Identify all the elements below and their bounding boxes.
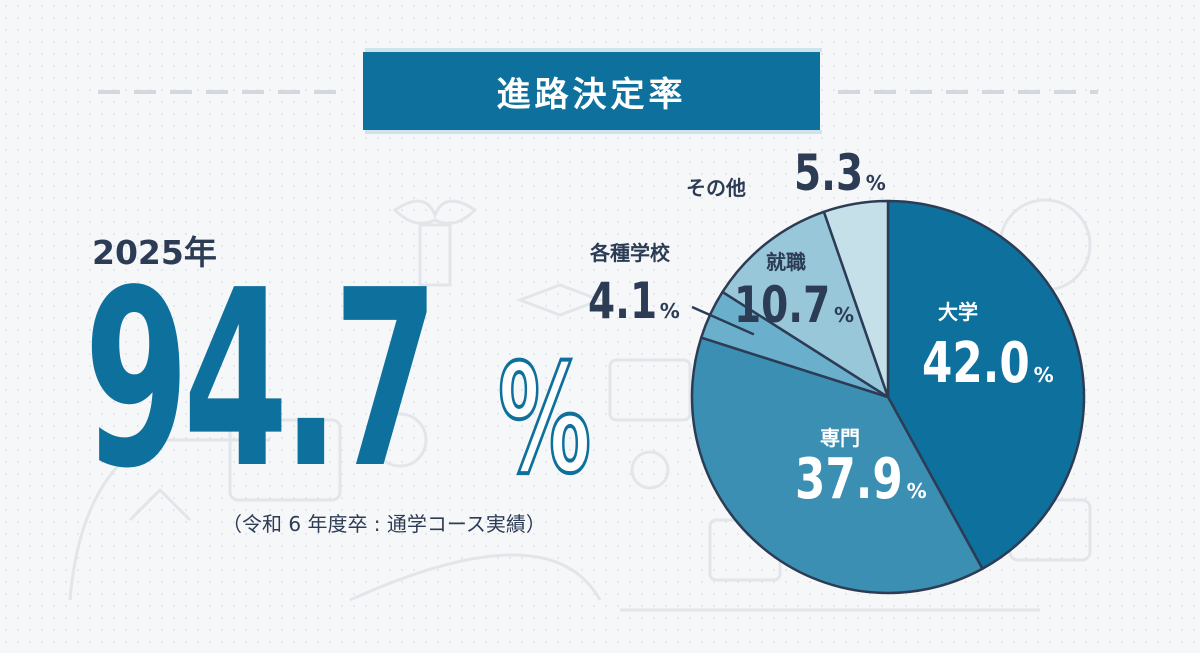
slice-label-misc-school: 各種学校 [590,241,670,265]
slice-value-label-misc-school: 4.1% [588,276,680,326]
slice-value-label-vocational: 37.9% [795,452,927,508]
misc-school-leader-line [691,305,755,336]
slice-value-other: 5.3 [794,144,864,202]
slice-value-label-other: 5.3% [794,148,886,198]
pie-slice-vocational [690,336,984,595]
slice-label-university: 大学 [938,300,978,324]
slice-value-employment: 10.7 [734,276,831,334]
slice-label-other: その他 [686,176,746,200]
pie-slice-university [886,199,1086,571]
slice-unit-other: % [865,171,886,195]
slice-label-employment: 就職 [766,250,806,274]
slice-value-misc-school: 4.1 [588,272,658,330]
slice-value-vocational: 37.9 [795,447,903,512]
total-rate-percent: % [497,333,593,507]
slice-unit-misc-school: % [659,299,680,323]
title-banner: 進路決定率 [363,52,820,130]
total-rate-value: 94.7 [84,238,439,522]
slice-value-label-employment: 10.7% [734,280,854,330]
slice-unit-employment: % [833,303,855,327]
slice-value-university: 42.0 [922,331,1030,396]
footnote: （令和 6 年度卒 : 通学コース実績） [222,512,546,536]
slice-unit-vocational: % [906,479,927,503]
year-label: 2025年 [92,233,217,272]
slice-unit-university: % [1033,363,1054,387]
pie-slice-other [822,199,890,399]
slice-label-vocational: 専門 [820,426,860,450]
slice-value-label-university: 42.0% [922,336,1054,392]
pie-slice-employment [721,210,890,399]
